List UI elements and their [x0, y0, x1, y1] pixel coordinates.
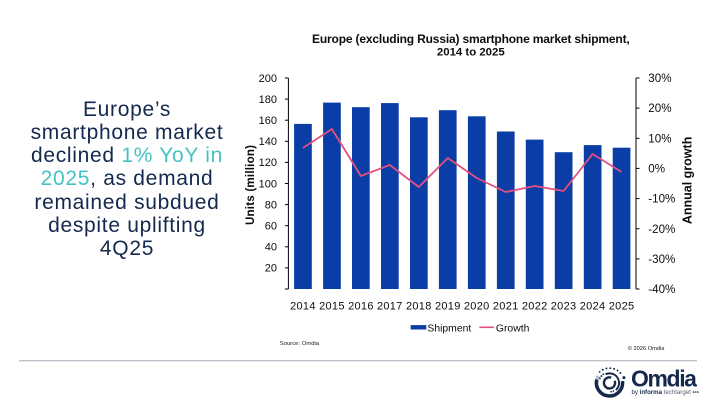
svg-text:200: 200 [259, 73, 277, 85]
svg-text:Source: Omdia: Source: Omdia [280, 341, 320, 347]
svg-text:Omdia: Omdia [631, 366, 697, 392]
svg-text:Europe (excluding Russia) smar: Europe (excluding Russia) smartphone mar… [312, 32, 630, 46]
svg-text:2017: 2017 [377, 300, 403, 312]
svg-text:Growth: Growth [496, 323, 530, 334]
svg-text:2022: 2022 [522, 300, 548, 312]
svg-text:-40%: -40% [648, 283, 675, 296]
svg-text:20%: 20% [648, 102, 671, 115]
svg-text:2021: 2021 [493, 300, 519, 312]
svg-text:40: 40 [265, 242, 277, 254]
svg-text:2023: 2023 [551, 300, 577, 312]
svg-text:-30%: -30% [648, 253, 675, 266]
svg-text:2014 to 2025: 2014 to 2025 [437, 47, 505, 59]
svg-text:20: 20 [265, 263, 277, 275]
svg-text:-10%: -10% [648, 193, 675, 206]
svg-text:2015: 2015 [319, 300, 345, 312]
svg-text:80: 80 [265, 199, 277, 211]
svg-text:2025: 2025 [609, 300, 635, 312]
svg-text:Annual growth: Annual growth [681, 137, 695, 225]
svg-text:180: 180 [259, 94, 277, 106]
svg-text:120: 120 [259, 157, 277, 169]
svg-text:Shipment: Shipment [427, 323, 471, 334]
svg-text:2014: 2014 [290, 300, 316, 312]
svg-text:2018: 2018 [406, 300, 432, 312]
svg-text:140: 140 [259, 136, 277, 148]
svg-text:160: 160 [259, 115, 277, 127]
svg-text:2016: 2016 [348, 300, 374, 312]
svg-text:2024: 2024 [580, 300, 606, 312]
svg-text:-20%: -20% [648, 223, 675, 236]
svg-text:60: 60 [265, 221, 277, 233]
svg-text:2020: 2020 [464, 300, 490, 312]
svg-text:100: 100 [259, 178, 277, 190]
svg-text:© 2026 Omdia: © 2026 Omdia [628, 345, 666, 352]
svg-text:10%: 10% [648, 132, 671, 145]
svg-text:2019: 2019 [435, 300, 461, 312]
svg-text:30%: 30% [648, 72, 671, 85]
svg-text:by informa techtarget •••: by informa techtarget ••• [632, 389, 699, 396]
svg-text:0%: 0% [648, 163, 665, 176]
svg-text:Units (million): Units (million) [244, 145, 257, 225]
